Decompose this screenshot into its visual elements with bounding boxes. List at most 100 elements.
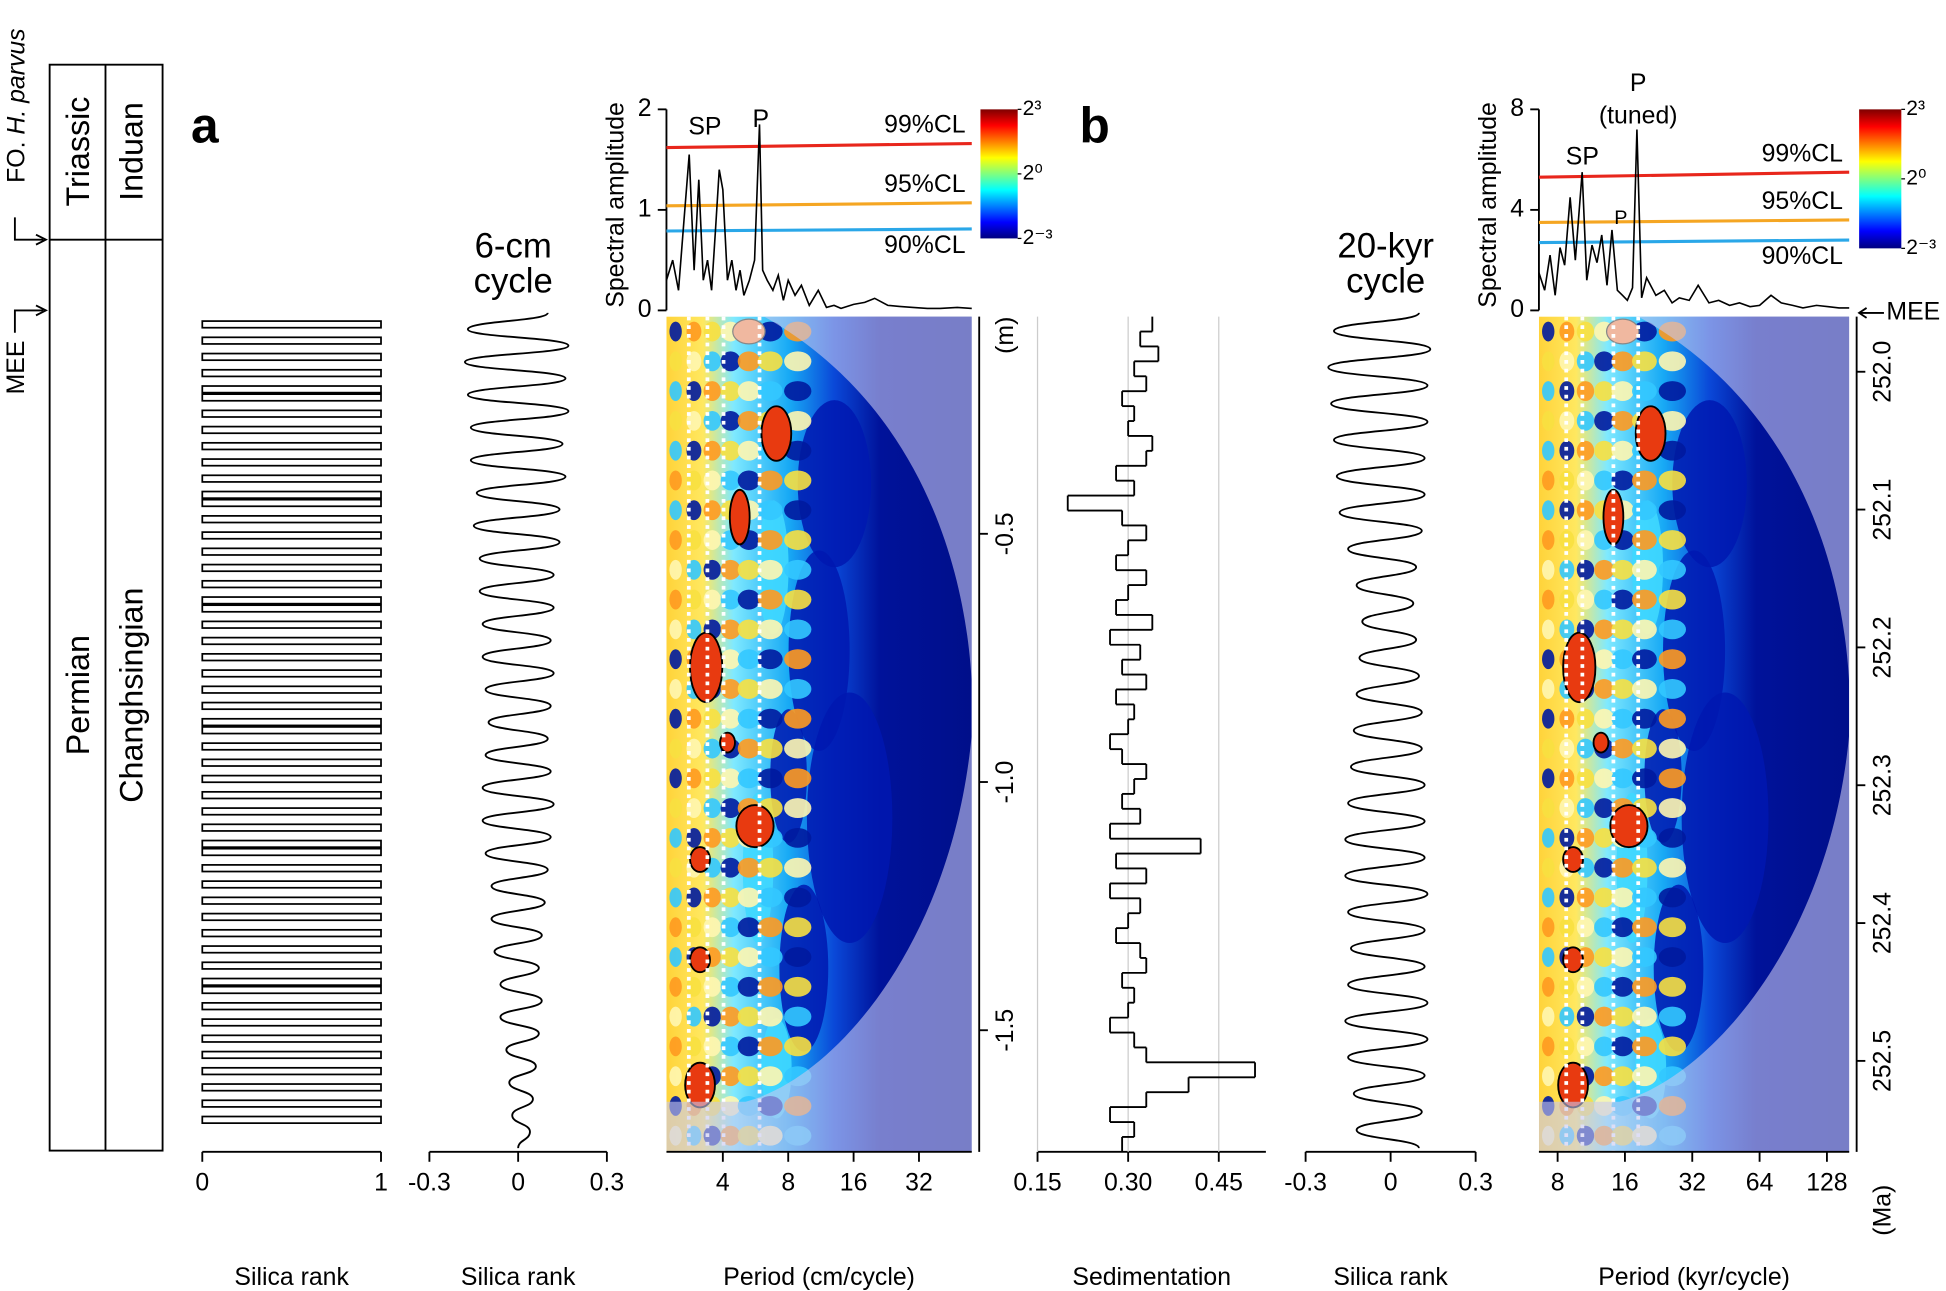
wavelet-cell	[757, 768, 783, 789]
wavelet-cell	[737, 589, 761, 610]
wavelet-cell	[737, 768, 761, 789]
bar	[201, 636, 382, 646]
wavelet-cell	[1542, 738, 1555, 759]
wavelet-cell	[757, 619, 783, 640]
system-label: Triassic	[60, 97, 96, 207]
confidence-line	[666, 141, 972, 150]
x-tick-label: 0.15	[1013, 1170, 1061, 1197]
wavelet-cell	[1611, 619, 1634, 640]
wavelet-cell	[784, 947, 812, 967]
wavelet-cell	[1576, 976, 1595, 997]
x-tick-label: 0.3	[1458, 1170, 1493, 1197]
wavelet-cell	[1594, 649, 1615, 670]
wavelet-cell	[1658, 1006, 1686, 1027]
x-axis-label: Period (kyr/cycle)	[1598, 1264, 1790, 1291]
wavelet-cell	[757, 1036, 783, 1057]
wavelet-cell	[720, 410, 741, 431]
bar	[201, 1002, 382, 1011]
bar	[201, 352, 382, 362]
wavelet-cell	[1576, 917, 1595, 938]
bar	[201, 961, 382, 970]
wavelet-cell	[1576, 500, 1595, 521]
wavelet-cell	[737, 679, 761, 699]
wavelet-cell	[784, 440, 812, 461]
wavelet-cell	[1542, 649, 1555, 670]
significant-region	[1592, 731, 1610, 754]
wavelet-cell	[784, 530, 812, 550]
wavelet-cell	[1576, 827, 1595, 848]
wavelet-cell	[1542, 500, 1555, 521]
bar	[201, 531, 382, 540]
wavelet-cell	[1576, 321, 1595, 342]
wavelet-cell	[669, 410, 682, 431]
wavelet-cell	[686, 530, 702, 550]
wavelet-cell	[784, 679, 812, 699]
wavelet-cell	[1542, 470, 1555, 491]
wavelet-cell	[757, 947, 783, 967]
bar	[201, 1018, 382, 1027]
bar	[201, 864, 382, 873]
y-axis-label: (Ma)	[1870, 1185, 1897, 1236]
wavelet-cell	[1594, 768, 1615, 789]
wavelet-cell	[757, 559, 783, 580]
bar	[201, 880, 382, 889]
bar	[201, 1099, 382, 1108]
event-marker: MEE	[1886, 298, 1940, 325]
wavelet-cell	[720, 1036, 741, 1057]
wavelet-cell	[686, 708, 702, 729]
y-tick-label: 0	[638, 296, 652, 323]
bar	[201, 368, 382, 378]
annotation: SP	[1566, 143, 1599, 170]
wavelet-cell	[737, 440, 761, 461]
wavelet-cell	[1576, 768, 1595, 789]
cone-of-influence	[1538, 316, 1850, 1152]
wavelet-cell	[669, 1066, 682, 1087]
x-tick-label: 64	[1746, 1170, 1774, 1197]
wavelet-cell	[1632, 470, 1657, 491]
wavelet-cell	[737, 559, 761, 580]
fo-prefix: FO.	[3, 142, 30, 183]
wavelet-cell	[720, 1006, 741, 1027]
bar	[201, 336, 382, 345]
wavelet-cell	[1632, 381, 1657, 402]
wavelet-cell	[720, 976, 741, 997]
x-tick-label: 8	[1551, 1170, 1565, 1197]
bar	[201, 458, 382, 467]
y-tick-label: 252.3	[1870, 754, 1897, 816]
wavelet-cell	[686, 500, 702, 521]
x-tick-label: 4	[716, 1170, 730, 1197]
x-tick-label: 128	[1806, 1170, 1847, 1197]
bar	[201, 847, 382, 857]
x-axis-label: Sedimentation	[1072, 1264, 1231, 1291]
wavelet-cell	[1594, 976, 1615, 997]
system-label: Permian	[60, 635, 96, 755]
wavelet-cell	[669, 321, 682, 342]
wavelet-cell	[1611, 679, 1634, 699]
wavelet-cell	[1576, 530, 1595, 550]
wavelet-cell	[1542, 887, 1555, 908]
wavelet-cell	[720, 381, 741, 402]
wavelet-cell	[703, 738, 721, 759]
wavelet-cell	[784, 976, 812, 997]
wavelet-cell	[1658, 440, 1686, 461]
stage-label: Induan	[114, 102, 150, 201]
wavelet-cell	[1559, 589, 1575, 610]
x-tick-label: 0.45	[1195, 1170, 1243, 1197]
wavelet-cell	[1542, 321, 1555, 342]
wavelet-cell	[737, 917, 761, 938]
significant-region	[728, 488, 751, 546]
wavelet-cell	[1658, 887, 1686, 908]
bar	[201, 1066, 382, 1076]
colorbar	[1859, 109, 1902, 249]
wavelet-cell	[1658, 708, 1686, 729]
legend-label: 90%CL	[1762, 243, 1843, 270]
wavelet-cell	[784, 1036, 812, 1057]
wavelet-cell	[1632, 530, 1657, 550]
wavelet-cell	[669, 559, 682, 580]
wavelet-cell	[1632, 768, 1657, 789]
wavelet-cell	[1594, 708, 1615, 729]
fo-arrow	[13, 217, 44, 241]
bar	[201, 758, 382, 767]
wavelet-cell	[784, 887, 812, 908]
